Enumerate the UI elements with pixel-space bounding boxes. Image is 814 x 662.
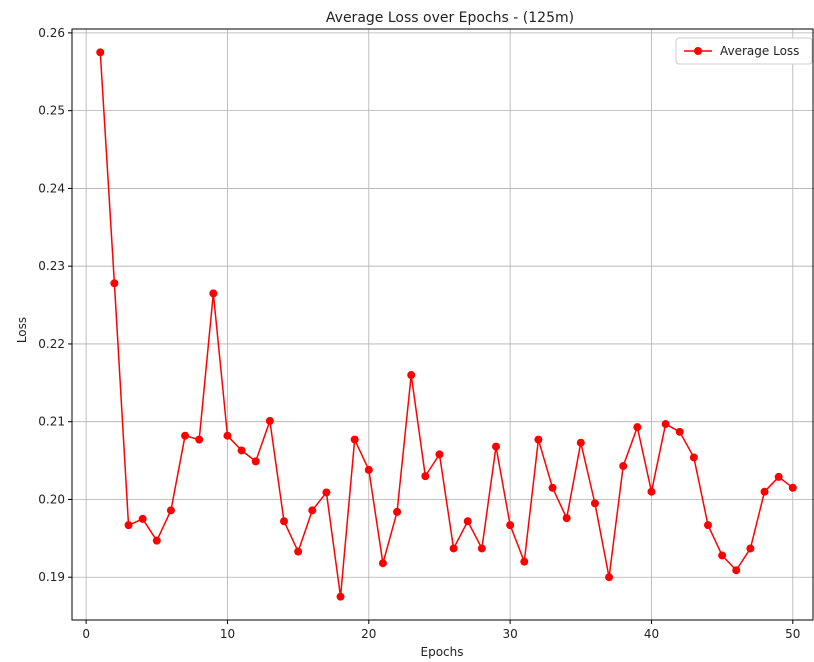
data-point <box>110 279 119 288</box>
legend-label-average-loss: Average Loss <box>720 44 799 58</box>
data-point <box>647 487 656 496</box>
legend-marker-swatch <box>694 47 702 55</box>
data-point <box>548 483 557 492</box>
data-point <box>265 416 274 425</box>
data-point <box>534 435 543 444</box>
data-point <box>237 446 246 455</box>
data-point <box>195 435 204 444</box>
data-point <box>576 438 585 447</box>
data-point <box>364 465 373 474</box>
data-point <box>718 551 727 560</box>
series-average-loss <box>96 48 797 601</box>
data-point <box>661 420 670 429</box>
data-point <box>605 573 614 582</box>
data-point <box>350 435 359 444</box>
data-point <box>788 483 797 492</box>
data-point <box>166 506 175 515</box>
data-point <box>181 431 190 440</box>
data-point <box>407 371 416 380</box>
x-tick-label: 30 <box>502 627 517 641</box>
data-point <box>590 499 599 508</box>
data-point <box>619 462 628 471</box>
y-tick-label: 0.25 <box>38 104 65 118</box>
data-point <box>152 536 161 545</box>
data-point <box>633 423 642 432</box>
data-point <box>492 442 500 451</box>
chart-title: Average Loss over Epochs - (125m) <box>326 10 574 26</box>
x-tick-label: 10 <box>220 627 235 641</box>
x-axis-ticks: 0 10 20 30 40 50 <box>82 620 800 641</box>
x-axis-label: Epochs <box>421 645 464 659</box>
data-point <box>308 506 317 515</box>
data-point <box>223 431 232 440</box>
data-point <box>435 450 444 459</box>
data-point <box>562 514 571 523</box>
data-point <box>251 457 260 466</box>
x-tick-label: 0 <box>82 627 90 641</box>
data-point <box>393 507 402 516</box>
data-point <box>760 487 769 496</box>
y-axis-label: Loss <box>15 317 29 343</box>
y-tick-label: 0.19 <box>38 570 65 584</box>
y-tick-label: 0.21 <box>38 415 65 429</box>
data-point <box>675 427 684 436</box>
x-tick-label: 50 <box>785 627 800 641</box>
data-point <box>449 544 458 553</box>
data-point <box>336 592 345 601</box>
x-tick-label: 40 <box>644 627 659 641</box>
grid <box>72 29 814 620</box>
data-point <box>124 521 133 530</box>
data-point <box>774 472 783 481</box>
data-point <box>506 521 515 530</box>
y-tick-label: 0.26 <box>38 26 65 40</box>
y-tick-label: 0.23 <box>38 259 65 273</box>
y-tick-label: 0.24 <box>38 181 65 195</box>
data-point <box>421 472 430 481</box>
data-point <box>96 48 105 57</box>
legend: Average Loss <box>675 37 813 65</box>
data-point <box>477 544 486 553</box>
data-point <box>294 547 303 556</box>
data-point <box>732 566 741 575</box>
series-line <box>99 52 794 598</box>
x-tick-label: 20 <box>361 627 376 641</box>
y-tick-label: 0.20 <box>38 492 65 506</box>
y-axis-ticks: 0.19 0.20 0.21 0.22 0.23 0.24 0.25 0.26 <box>38 26 72 584</box>
data-point <box>463 517 472 526</box>
data-point <box>704 521 712 530</box>
data-point <box>280 517 288 526</box>
data-point <box>378 559 387 568</box>
data-point <box>689 453 698 462</box>
data-point <box>209 289 218 298</box>
data-point <box>746 544 755 553</box>
data-point <box>520 557 529 566</box>
data-point <box>138 514 147 523</box>
legend-box <box>675 37 813 65</box>
y-tick-label: 0.22 <box>38 337 65 351</box>
plot-frame <box>71 28 814 621</box>
data-point <box>322 488 331 497</box>
